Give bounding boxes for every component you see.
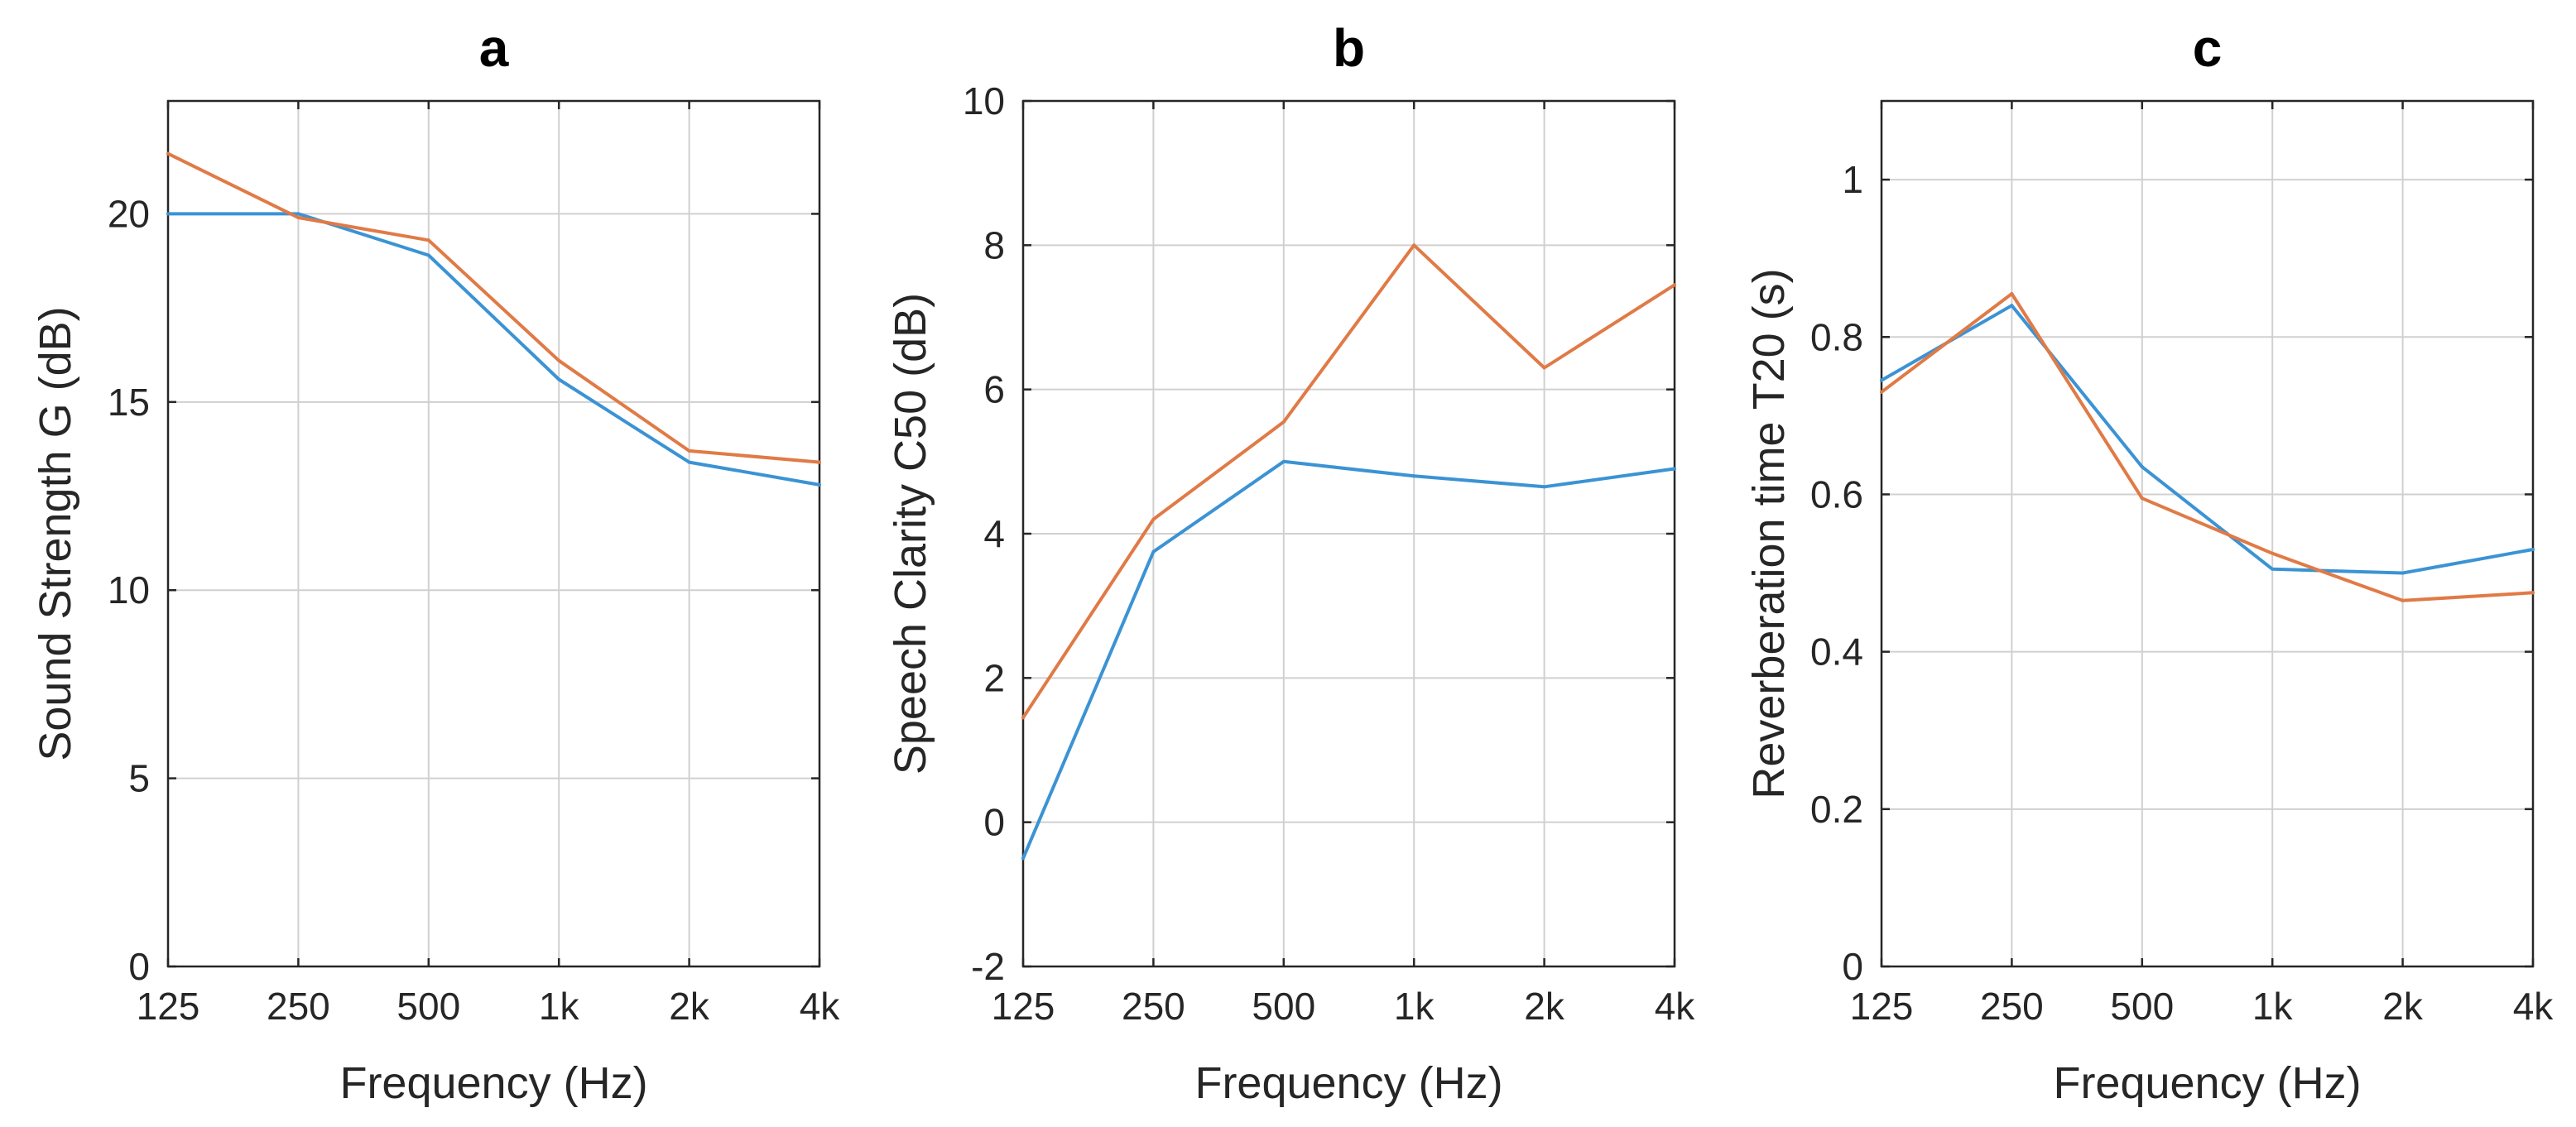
y-tick-label: 15 [108,381,150,424]
data-point [296,215,300,219]
data-point [2140,496,2144,501]
series-line-2 [1880,292,2535,602]
data-point [557,377,561,381]
series-line-2 [166,151,821,464]
x-tick-label: 125 [1850,985,1914,1028]
data-point [1281,459,1286,463]
data-point [818,460,821,464]
x-tick-label: 250 [1980,985,2044,1028]
data-point [1673,467,1676,471]
data-point [1281,420,1286,424]
x-axis-label: Frequency (Hz) [2053,1058,2361,1108]
x-tick-label: 2k [669,985,710,1028]
data-point [1151,549,1156,554]
y-tick-label: 0.2 [1810,788,1863,831]
data-point [2010,291,2014,295]
x-tick-label: 125 [992,985,1055,1028]
data-point [1880,378,1883,382]
data-point [2531,591,2535,595]
data-point [2531,548,2535,552]
data-point [687,460,691,464]
y-axis-label: Reverberation time T20 (s) [1744,268,1794,798]
y-tick-label: 0.8 [1810,315,1863,358]
x-tick-label: 4k [1655,985,1696,1028]
y-tick-label: 10 [963,79,1005,122]
data-point [1542,366,1546,370]
y-tick-label: 5 [128,757,150,800]
y-axis-label: Speech Clarity C50 (dB) [886,293,935,775]
panel-c: 125 250 500 1k 2k 4k 0 0.2 0.4 0.6 0.8 1 c Frequency … [1744,18,2554,1108]
data-point [557,358,561,362]
data-point [1880,390,1883,394]
data-point [1673,283,1676,287]
x-tick-label: 250 [267,985,330,1028]
series-line-1 [1021,459,1676,861]
data-point [2271,567,2275,571]
x-tick-label: 2k [1524,985,1565,1028]
data-point [426,253,430,257]
panel-a: 125 250 500 1k 2k 4k 0 5 10 15 20 a Frequency (Hz) So… [31,18,840,1108]
y-tick-label: 0.6 [1810,472,1863,516]
data-point [426,238,430,242]
y-tick-label: 2 [983,656,1005,699]
data-point [1542,485,1546,489]
y-tick-label: 4 [983,512,1005,555]
y-tick-label: 1 [1842,158,1863,201]
data-point [2140,465,2144,469]
series-line-1 [1880,304,2535,575]
plot-area [1882,101,2533,966]
data-point [1021,716,1025,720]
data-point [2010,304,2014,308]
data-point [687,448,691,453]
y-tick-label: 10 [108,568,150,611]
y-tick-label: 0.4 [1810,631,1863,674]
data-point [2271,551,2275,555]
x-tick-label: 500 [396,985,460,1028]
y-tick-label: -2 [971,945,1005,988]
y-tick-label: 20 [108,192,150,235]
data-point [818,482,821,487]
x-tick-label: 4k [2513,985,2554,1028]
x-tick-label: 4k [800,985,841,1028]
x-axis-label: Frequency (Hz) [1194,1058,1502,1108]
x-tick-label: 500 [2110,985,2174,1028]
axes-box [1880,99,2535,968]
x-tick-label: 1k [2252,985,2294,1028]
data-point [1412,474,1416,478]
x-tick-label: 2k [2382,985,2424,1028]
y-tick-label: 0 [128,945,150,988]
x-tick-label: 500 [1252,985,1315,1028]
panel-b: 125 250 500 1k 2k 4k -2 0 2 4 6 8 10 b Frequency (Hz) S… [886,18,1695,1108]
x-tick-label: 1k [539,985,580,1028]
y-tick-label: 0 [1842,945,1863,988]
data-point [2401,598,2405,602]
y-tick-label: 0 [983,801,1005,844]
panel-title: c [2193,18,2223,78]
panel-title: b [1333,18,1365,78]
plot-area [168,101,819,966]
series-line-2 [1021,243,1676,720]
y-axis-label: Sound Strength G (dB) [31,306,80,760]
x-tick-label: 125 [137,985,200,1028]
data-point [296,212,300,216]
data-point [2401,571,2405,575]
y-tick-label: 8 [983,223,1005,266]
data-point [1151,517,1156,521]
panel-title: a [479,18,509,78]
data-point [166,212,170,216]
data-point [166,151,170,156]
data-point [1021,856,1025,861]
axes-box [166,99,821,968]
data-point [1412,243,1416,247]
series-line-1 [166,212,821,487]
x-tick-label: 250 [1122,985,1185,1028]
y-tick-label: 6 [983,368,1005,411]
x-tick-label: 1k [1394,985,1435,1028]
x-axis-label: Frequency (Hz) [339,1058,647,1108]
